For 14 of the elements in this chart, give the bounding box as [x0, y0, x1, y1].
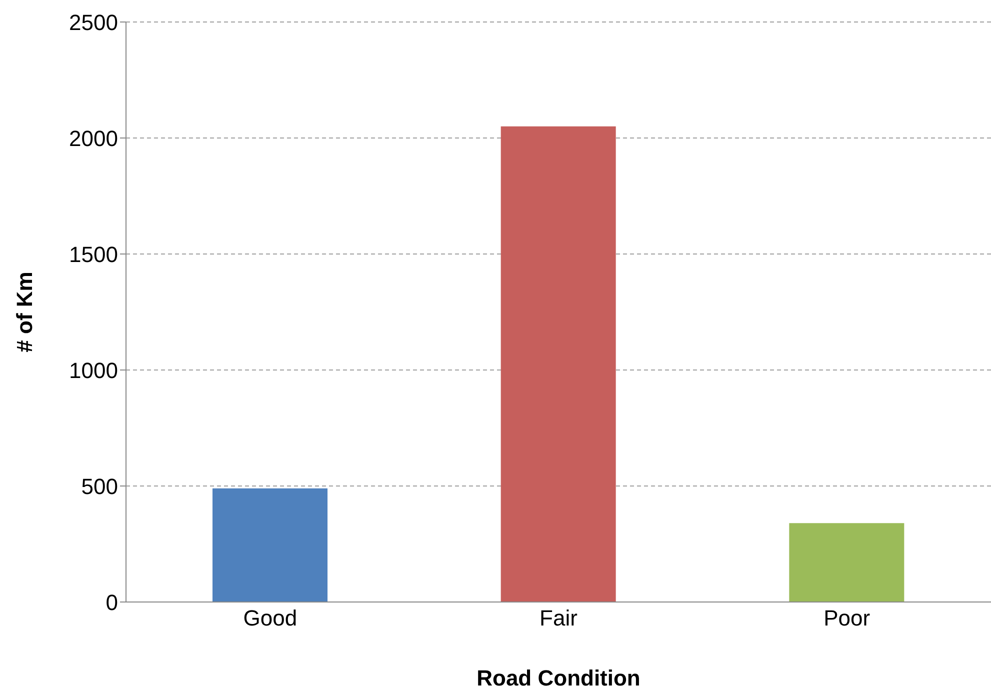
bar	[500, 126, 616, 602]
x-axis-title: Road Condition	[476, 666, 640, 691]
y-axis-title: # of Km	[12, 272, 37, 352]
y-tick-label: 500	[81, 474, 118, 499]
x-tick-label: Fair	[540, 606, 578, 631]
y-tick-label: 2500	[69, 10, 118, 35]
x-tick-label: Poor	[824, 606, 870, 631]
x-tick-label: Good	[243, 606, 298, 631]
bar	[789, 523, 904, 602]
y-tick-label: 0	[106, 590, 118, 615]
y-tick-label: 1500	[69, 242, 118, 267]
y-tick-label: 2000	[69, 126, 118, 151]
y-tick-label: 1000	[69, 358, 118, 383]
bar	[212, 488, 328, 602]
